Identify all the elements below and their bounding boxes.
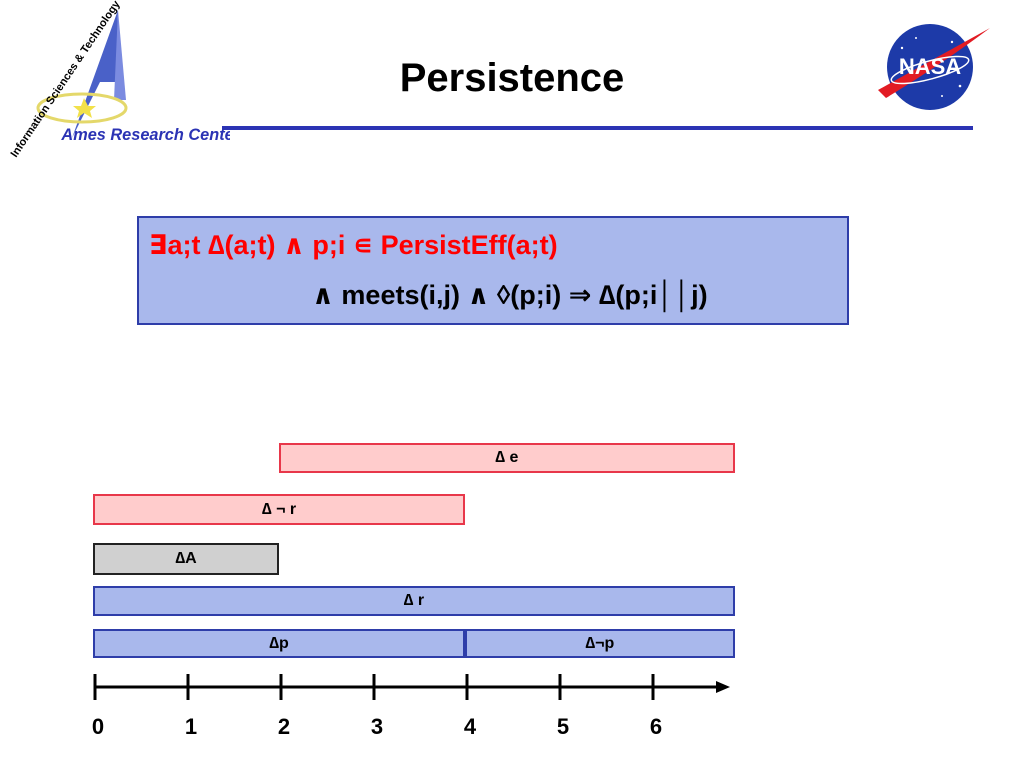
timeline-arrowhead <box>716 681 730 693</box>
bar-delta-r: ∆ r <box>93 586 735 616</box>
tick-label-2: 2 <box>277 714 291 739</box>
formula-line-1: ∃a;t ∆(a;t) ∧ p;i ∊ PersistEff(a;t) <box>149 230 558 260</box>
bar-label-delta-A: ∆A <box>175 550 197 567</box>
bar-delta-A: ∆A <box>93 543 279 575</box>
tick-label-1: 1 <box>184 714 198 739</box>
bar-delta-e: ∆ e <box>279 443 735 473</box>
bar-label-delta-r: ∆ r <box>403 592 425 609</box>
bar-delta-not-r: ∆ ¬ r <box>93 494 465 525</box>
bar-label-delta-not-r: ∆ ¬ r <box>261 500 297 518</box>
tick-label-0: 0 <box>91 714 105 739</box>
ames-research-center-logo: Information Sciences & Technology Ames R… <box>9 0 230 160</box>
formula-box: ∃a;t ∆(a;t) ∧ p;i ∊ PersistEff(a;t) ∧ me… <box>137 216 849 325</box>
bar-delta-not-p: ∆¬p <box>465 629 735 658</box>
bar-label-delta-p: ∆p <box>269 634 289 652</box>
bar-delta-p: ∆p <box>93 629 465 658</box>
title-underline <box>222 126 973 130</box>
bar-label-delta-e: ∆ e <box>495 449 519 466</box>
tick-label-4: 4 <box>463 714 477 739</box>
nasa-meatball-logo: NASA <box>878 24 990 110</box>
tick-label-6: 6 <box>649 714 663 739</box>
logo-main-text: Ames Research Center <box>60 125 230 144</box>
nasa-logo-text: NASA <box>899 54 961 79</box>
bar-label-delta-not-p: ∆¬p <box>585 634 615 652</box>
formula-line-2: ∧ meets(i,j) ∧ ◊(p;i) ⇒ ∆(p;i││j) <box>312 280 708 310</box>
slide-title: Persistence <box>399 56 625 100</box>
tick-label-5: 5 <box>556 714 570 739</box>
tick-label-3: 3 <box>370 714 384 739</box>
